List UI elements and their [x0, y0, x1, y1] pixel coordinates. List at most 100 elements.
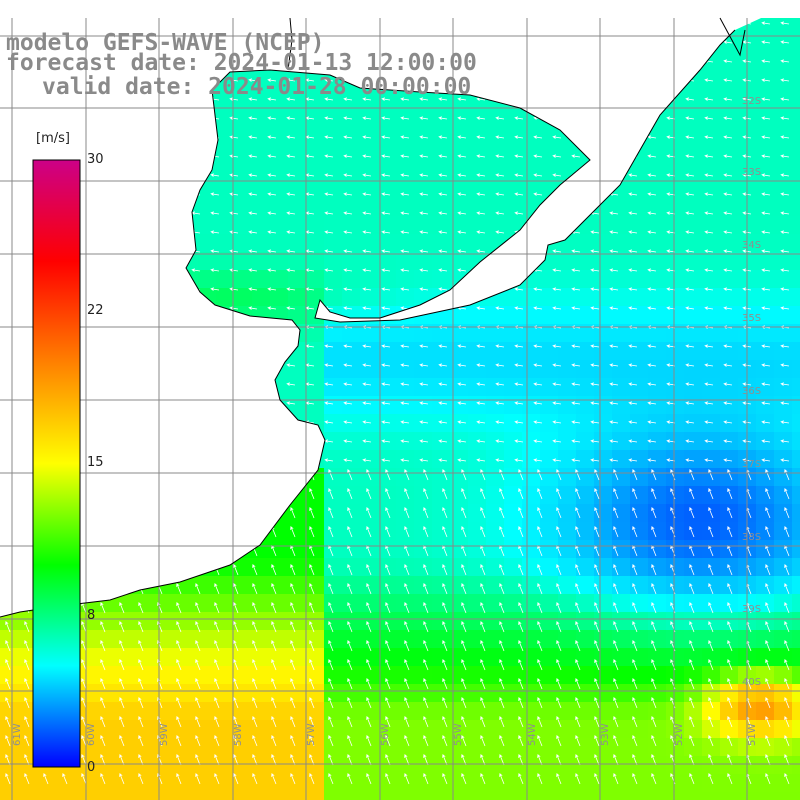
wind-arrow: [419, 249, 429, 253]
wind-cell: [792, 720, 800, 738]
wind-arrow: [438, 211, 448, 215]
wind-cell: [720, 18, 738, 36]
wind-cell: [612, 486, 630, 504]
wind-arrow: [400, 268, 410, 272]
wind-arrow: [100, 735, 106, 747]
wind-cell: [306, 108, 324, 126]
wind-arrow: [248, 401, 258, 405]
wind-cell: [594, 630, 612, 648]
wind-cell: [396, 216, 414, 234]
wind-arrow: [134, 306, 144, 310]
wind-arrow: [96, 173, 106, 177]
wind-arrow: [571, 363, 581, 367]
wind-arrow: [172, 116, 182, 120]
wind-cell: [270, 666, 288, 684]
wind-cell: [378, 18, 396, 36]
wind-cell: [144, 612, 162, 630]
wind-arrow: [457, 211, 467, 215]
wind-cell: [774, 252, 792, 270]
wind-cell: [612, 396, 630, 414]
wind-cell: [198, 378, 216, 396]
wind-arrow: [628, 230, 638, 234]
wind-cell: [306, 90, 324, 108]
wind-cell: [792, 360, 800, 378]
wind-cell: [522, 648, 540, 666]
wind-arrow: [347, 716, 353, 728]
wind-cell: [540, 504, 558, 522]
wind-cell: [270, 270, 288, 288]
wind-arrow: [780, 40, 790, 44]
wind-arrow: [290, 773, 296, 785]
wind-cell: [522, 486, 540, 504]
wind-arrow: [381, 458, 391, 462]
wind-arrow: [100, 602, 106, 614]
wind-cell: [306, 468, 324, 486]
wind-cell: [504, 180, 522, 198]
wind-arrow: [96, 382, 106, 386]
wind-arrow: [366, 678, 372, 690]
wind-arrow: [461, 773, 467, 785]
wind-cell: [558, 288, 576, 306]
wind-cell: [252, 234, 270, 252]
wind-arrow: [100, 773, 106, 785]
wind-arrow: [404, 640, 410, 652]
wind-arrow: [594, 697, 600, 709]
wind-arrow: [632, 697, 638, 709]
wind-arrow: [328, 621, 334, 633]
wind-cell: [684, 180, 702, 198]
wind-cell: [378, 522, 396, 540]
wind-cell: [90, 108, 108, 126]
wind-cell: [18, 648, 36, 666]
wind-cell: [666, 378, 684, 396]
wind-cell: [576, 684, 594, 702]
wind-arrow: [647, 401, 657, 405]
wind-arrow: [153, 363, 163, 367]
wind-cell: [648, 414, 666, 432]
wind-arrow: [81, 564, 87, 576]
wind-cell: [414, 540, 432, 558]
wind-cell: [720, 36, 738, 54]
wind-arrow: [632, 716, 638, 728]
wind-arrow: [400, 439, 410, 443]
wind-cell: [594, 306, 612, 324]
wind-cell: [774, 486, 792, 504]
wind-cell: [234, 360, 252, 378]
wind-cell: [648, 702, 666, 720]
lat-label: 36S: [742, 386, 762, 397]
colorbar-tick-0: 0: [87, 760, 96, 775]
wind-arrow: [495, 420, 505, 424]
wind-arrow: [115, 21, 125, 25]
wind-arrow: [784, 507, 790, 519]
wind-arrow: [499, 640, 505, 652]
wind-arrow: [20, 420, 30, 424]
wind-cell: [324, 396, 342, 414]
wind-arrow: [765, 735, 771, 747]
wind-arrow: [423, 602, 429, 614]
wind-cell: [612, 720, 630, 738]
wind-arrow: [138, 469, 144, 481]
wind-arrow: [727, 716, 733, 728]
wind-cell: [162, 594, 180, 612]
wind-cell: [648, 18, 666, 36]
wind-arrow: [651, 640, 657, 652]
wind-cell: [684, 378, 702, 396]
wind-cell: [126, 450, 144, 468]
wind-cell: [630, 666, 648, 684]
wind-arrow: [1, 135, 11, 139]
wind-arrow: [647, 268, 657, 272]
wind-arrow: [590, 59, 600, 63]
wind-cell: [180, 504, 198, 522]
wind-cell: [774, 144, 792, 162]
wind-arrow: [457, 401, 467, 405]
wind-arrow: [138, 564, 144, 576]
wind-cell: [126, 702, 144, 720]
wind-arrow: [214, 678, 220, 690]
wind-arrow: [233, 507, 239, 519]
wind-arrow: [708, 640, 714, 652]
wind-arrow: [571, 135, 581, 139]
wind-cell: [414, 756, 432, 774]
wind-arrow: [590, 306, 600, 310]
wind-cell: [378, 252, 396, 270]
wind-cell: [306, 270, 324, 288]
wind-cell: [774, 576, 792, 594]
